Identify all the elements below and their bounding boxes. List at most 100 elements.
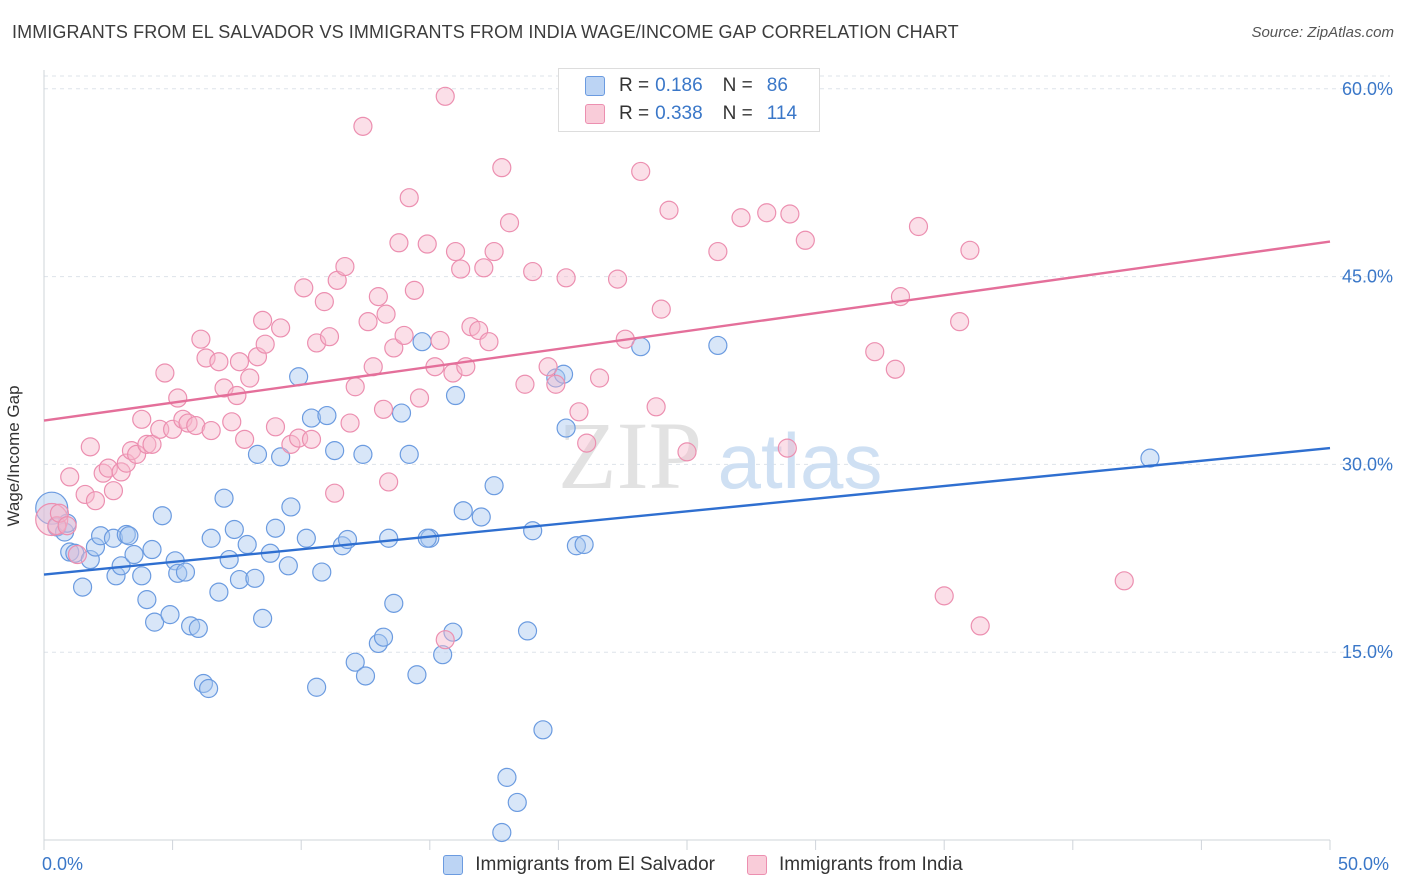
point-india xyxy=(253,310,273,331)
legend-r-label: R = xyxy=(619,103,650,124)
point-india xyxy=(384,338,404,358)
point-el-salvador xyxy=(214,488,234,508)
point-el-salvador xyxy=(399,444,419,464)
legend-swatch-pink xyxy=(746,855,767,875)
point-el-salvador xyxy=(132,566,152,586)
point-el-salvador xyxy=(152,506,172,526)
correlation-legend: R = 0.186 N = 86 R = 0.338 N = 114 xyxy=(558,68,820,132)
point-india xyxy=(409,388,430,408)
point-india xyxy=(57,516,77,536)
point-el-salvador xyxy=(247,444,268,464)
point-india xyxy=(399,188,419,208)
point-india xyxy=(577,433,597,453)
point-india xyxy=(196,348,216,368)
point-india xyxy=(75,484,95,505)
point-india xyxy=(271,318,291,338)
point-india xyxy=(515,374,535,394)
point-el-salvador xyxy=(265,518,286,538)
point-el-salvador xyxy=(1140,448,1160,468)
point-india xyxy=(708,241,728,262)
point-india xyxy=(607,269,628,289)
point-el-salvador xyxy=(312,562,332,582)
point-india xyxy=(651,299,671,319)
point-india xyxy=(777,438,797,458)
point-el-salvador xyxy=(407,665,427,685)
point-india xyxy=(301,429,322,449)
point-india xyxy=(265,417,286,437)
point-india xyxy=(340,413,360,433)
point-el-salvador xyxy=(533,720,553,740)
point-el-salvador xyxy=(307,677,327,697)
point-india xyxy=(353,116,373,136)
point-el-salvador xyxy=(271,447,291,467)
point-india xyxy=(435,86,455,106)
point-india xyxy=(795,230,815,250)
x-min-label: 0.0% xyxy=(42,854,84,874)
point-india xyxy=(85,491,106,511)
point-el-salvador xyxy=(72,577,93,597)
point-india xyxy=(492,158,512,178)
point-el-salvador xyxy=(201,528,221,548)
y-tick-label: 60.0% xyxy=(1342,79,1393,99)
point-india xyxy=(499,213,520,233)
point-india xyxy=(631,161,651,182)
watermark: ZIP atlas xyxy=(558,402,882,509)
legend-item-el-salvador[interactable]: Immigrants from El Salvador xyxy=(443,852,715,878)
point-india xyxy=(677,442,697,462)
legend-item-india[interactable]: Immigrants from India xyxy=(746,852,963,878)
point-el-salvador xyxy=(325,441,345,461)
legend-n-label: N = xyxy=(722,103,753,124)
point-el-salvador xyxy=(281,497,301,517)
point-el-salvador xyxy=(507,792,527,813)
point-india xyxy=(335,256,355,277)
trend-line-india xyxy=(43,240,1331,422)
point-el-salvador xyxy=(296,528,316,548)
point-el-salvador xyxy=(445,385,466,406)
point-india xyxy=(960,240,980,260)
point-el-salvador xyxy=(245,568,265,588)
point-el-salvador xyxy=(373,627,394,647)
point-india xyxy=(235,429,255,449)
point-india xyxy=(294,278,314,298)
y-tick-label: 30.0% xyxy=(1342,454,1393,474)
point-el-salvador xyxy=(301,408,322,428)
point-el-salvador xyxy=(708,335,728,356)
point-el-salvador xyxy=(517,621,538,641)
series-legend: Immigrants from El Salvador Immigrants f… xyxy=(0,852,1406,878)
point-india xyxy=(569,402,589,422)
point-india xyxy=(970,616,990,636)
point-india xyxy=(757,203,777,223)
point-india xyxy=(47,516,67,536)
point-india xyxy=(98,458,118,478)
point-india xyxy=(103,481,124,501)
point-india xyxy=(132,409,152,429)
point-india xyxy=(155,363,175,383)
point-india xyxy=(373,399,394,419)
point-india xyxy=(865,342,885,362)
point-india xyxy=(376,304,396,324)
point-el-salvador xyxy=(353,444,373,464)
point-india xyxy=(368,287,388,307)
point-el-salvador xyxy=(160,605,180,625)
point-india xyxy=(394,325,414,346)
point-el-salvador xyxy=(142,539,162,560)
point-india xyxy=(430,330,450,351)
point-india xyxy=(417,234,437,254)
point-el-salvador xyxy=(119,526,139,546)
legend-swatch-blue xyxy=(585,76,605,96)
point-india xyxy=(345,377,365,397)
point-el-salvador xyxy=(484,476,504,496)
point-el-salvador xyxy=(453,501,473,521)
point-el-salvador xyxy=(368,633,388,654)
point-el-salvador xyxy=(229,569,250,590)
point-india xyxy=(67,544,88,565)
source-credit: Source: ZipAtlas.com xyxy=(1251,24,1394,41)
point-india xyxy=(35,502,69,537)
legend-n-value: 86 xyxy=(766,75,788,96)
point-india xyxy=(126,444,147,464)
point-india xyxy=(60,467,80,487)
point-el-salvador xyxy=(384,593,404,613)
legend-n-value: 114 xyxy=(766,103,798,124)
point-el-salvador xyxy=(85,537,106,557)
